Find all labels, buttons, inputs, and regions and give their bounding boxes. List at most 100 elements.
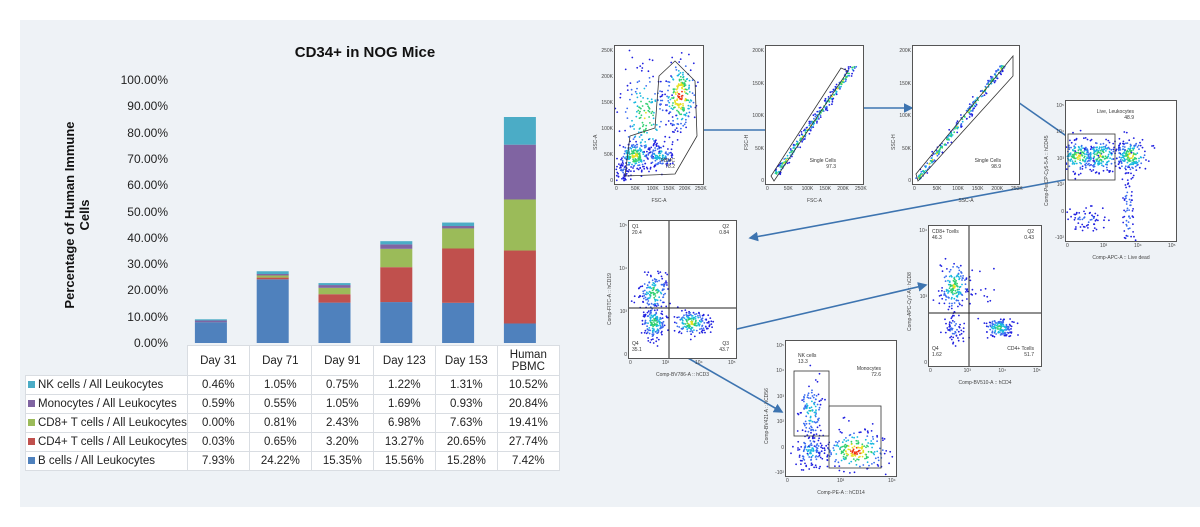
event-dot (1068, 146, 1070, 149)
event-dot (812, 449, 815, 452)
event-dot (849, 66, 852, 68)
event-dot (626, 117, 629, 119)
event-dot (1131, 161, 1134, 164)
event-dot (999, 318, 1002, 321)
event-dot (943, 143, 946, 146)
event-dot (1096, 214, 1099, 217)
event-dot (1005, 334, 1008, 336)
gate-outline[interactable] (1067, 133, 1116, 181)
y-tick-label: 0 (1061, 208, 1064, 215)
event-dot (671, 56, 674, 59)
category-header: Day 153 (434, 345, 498, 376)
event-dot (638, 296, 640, 299)
event-dot (994, 329, 997, 332)
y-axis-label: Comp-APC-Cy7-A :: hCD8 (907, 272, 913, 331)
event-dot (989, 325, 992, 328)
event-dot (1090, 157, 1093, 159)
gate-name: CD4+ Tcells (1007, 346, 1034, 352)
gate-outline[interactable] (624, 60, 698, 177)
event-dot (810, 425, 812, 428)
event-dot (844, 443, 847, 446)
category-header: Day 91 (310, 345, 374, 376)
event-dot (1126, 153, 1129, 156)
gate-outline[interactable] (828, 405, 882, 469)
event-dot (663, 140, 666, 143)
event-dot (1098, 147, 1101, 150)
table-cell: 0.93% (434, 394, 498, 414)
event-dot (1010, 328, 1012, 330)
event-dot (961, 283, 963, 286)
event-dot (653, 309, 656, 312)
event-dot (686, 88, 688, 91)
bar-segment (318, 302, 351, 343)
event-dot (836, 441, 839, 444)
bar-segment (442, 302, 475, 343)
event-dot (932, 153, 935, 155)
event-dot (639, 65, 642, 67)
event-dot (656, 318, 659, 321)
event-dot (1074, 217, 1077, 219)
event-dot (619, 93, 622, 95)
event-dot (816, 380, 819, 383)
gate-outline[interactable] (915, 54, 1014, 182)
event-dot (646, 131, 648, 134)
event-dot (958, 325, 960, 328)
gate-value: 97.3 (826, 164, 836, 170)
event-dot (953, 332, 955, 335)
x-tick-label: 0 (913, 186, 916, 192)
event-dot (816, 122, 818, 124)
gate-value: 48.9 (1124, 115, 1134, 121)
event-dot (815, 413, 817, 415)
event-dot (816, 447, 819, 450)
gate-outline[interactable] (793, 370, 830, 437)
event-dot (678, 331, 680, 334)
event-dot (647, 300, 650, 302)
event-dot (786, 154, 789, 157)
y-axis-label: Comp-PerCP-Cy5-5-A :: hCD45 (1044, 135, 1050, 206)
event-dot (866, 435, 869, 437)
event-dot (665, 315, 668, 318)
event-dot (642, 315, 645, 318)
event-dot (1069, 152, 1072, 154)
event-dot (650, 156, 653, 159)
event-dot (1074, 146, 1077, 149)
event-dot (857, 446, 859, 449)
event-dot (813, 466, 815, 469)
event-dot (1125, 203, 1128, 205)
event-dot (1135, 153, 1137, 156)
event-dot (666, 273, 669, 276)
event-dot (1132, 154, 1135, 157)
event-dot (946, 136, 949, 139)
event-dot (1007, 326, 1010, 328)
event-dot (963, 322, 966, 325)
event-dot (1102, 226, 1105, 229)
event-dot (851, 436, 854, 439)
event-dot (616, 111, 619, 113)
event-dot (652, 338, 654, 340)
event-dot (650, 275, 652, 278)
gate-outline[interactable] (770, 67, 849, 182)
event-dot (681, 90, 683, 93)
event-dot (674, 106, 676, 109)
event-dot (944, 318, 946, 321)
event-dot (670, 75, 672, 77)
event-dot (697, 315, 699, 317)
event-dot (1124, 167, 1126, 169)
event-dot (695, 329, 698, 332)
bar-segment (380, 248, 413, 268)
event-dot (655, 145, 658, 147)
event-dot (1083, 210, 1085, 213)
event-dot (680, 113, 683, 116)
event-dot (666, 284, 668, 286)
event-dot (1092, 166, 1095, 168)
event-dot (1103, 148, 1106, 151)
event-dot (658, 279, 660, 282)
table-cell: 15.28% (434, 451, 498, 471)
event-dot (937, 153, 940, 156)
event-dot (803, 394, 806, 396)
event-dot (655, 169, 658, 172)
event-dot (694, 320, 697, 323)
event-dot (658, 146, 661, 149)
event-dot (658, 152, 661, 155)
event-dot (698, 323, 701, 326)
